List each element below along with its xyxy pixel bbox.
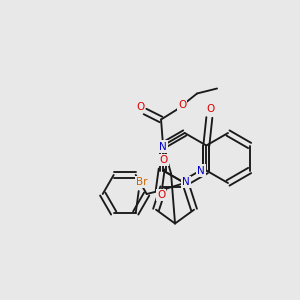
Text: O: O [157,190,165,200]
Text: O: O [160,155,168,165]
Text: O: O [136,101,144,112]
Text: Br: Br [136,177,147,187]
Text: O: O [178,100,186,110]
Text: O: O [206,103,214,113]
Text: N: N [197,166,205,176]
Text: N: N [182,177,190,187]
Text: N: N [159,142,167,152]
